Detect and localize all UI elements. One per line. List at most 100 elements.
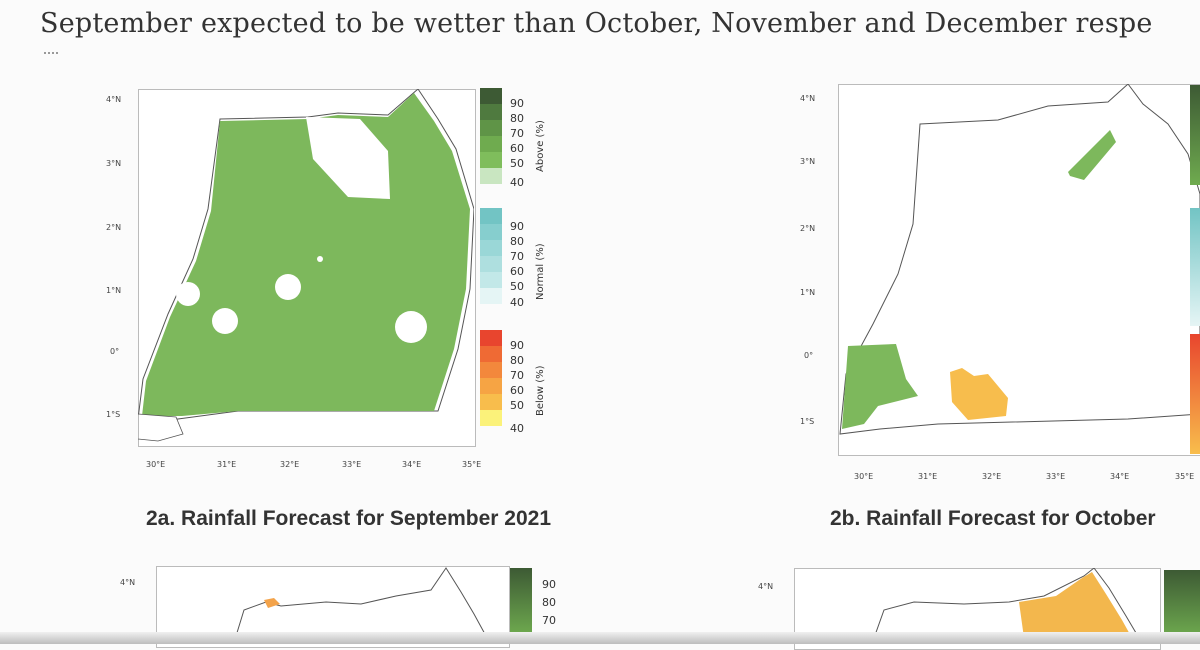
legend-level: 70 (510, 127, 524, 140)
legend-swatch (480, 104, 502, 120)
uganda-forecast-map (235, 567, 487, 636)
forecast-below-area (264, 598, 280, 608)
legend-level: 50 (510, 399, 524, 412)
viewer-bottom-edge (0, 632, 1200, 644)
legend-above-partial (1164, 570, 1200, 638)
forecast-below-area (1019, 572, 1132, 638)
legend-swatch (480, 88, 502, 104)
legend-above-partial (1190, 85, 1200, 185)
legend-swatch (480, 208, 502, 224)
document-text-line: September expected to be wetter than Oct… (40, 8, 1153, 39)
lon-tick: 33°E (1046, 472, 1066, 481)
legend-below-partial (1190, 334, 1200, 454)
rainfall-map-october: 4°N 3°N 2°N 1°N 0° 1°S 30°E 31°E 32°E 33… (790, 82, 1200, 482)
legend-level: 70 (510, 250, 524, 263)
lon-tick: 34°E (402, 460, 422, 469)
lake-region (138, 413, 184, 442)
legend-swatch (480, 240, 502, 256)
legend-level: 80 (510, 354, 524, 367)
legend-swatch (480, 288, 502, 304)
legend-swatch (480, 410, 502, 426)
legend-level: 90 (510, 339, 524, 352)
forecast-gap (395, 311, 427, 343)
uganda-outline (235, 567, 487, 636)
legend-level: 60 (510, 384, 524, 397)
lat-tick: 3°N (106, 159, 122, 168)
lon-tick: 30°E (854, 472, 874, 481)
legend-level: 50 (510, 280, 524, 293)
legend-swatch (480, 362, 502, 378)
uganda-forecast-map (138, 89, 474, 442)
forecast-gap (275, 274, 301, 300)
legend-level: 90 (510, 97, 524, 110)
lon-tick: 30°E (146, 460, 166, 469)
legend-title-below: Below (%) (535, 365, 546, 416)
legend-level: 70 (510, 369, 524, 382)
legend-normal: 90 80 70 60 50 40 Normal (%) (480, 208, 560, 318)
lon-tick: 31°E (217, 460, 237, 469)
forecast-above-area (1068, 130, 1116, 180)
map-caption: 2b. Rainfall Forecast for October (830, 507, 1156, 530)
lon-tick: 32°E (982, 472, 1002, 481)
legend-above: 90 80 70 60 50 40 Above (%) (480, 88, 560, 198)
lon-tick: 35°E (1175, 472, 1195, 481)
legend-swatch (480, 378, 502, 394)
forecast-gap (212, 308, 238, 334)
lon-tick: 32°E (280, 460, 300, 469)
legend-level: 40 (510, 176, 524, 189)
legend-level: 80 (510, 112, 524, 125)
legend-level: 80 (542, 596, 556, 609)
uganda-outline (839, 84, 1200, 435)
legend-level: 70 (542, 614, 556, 627)
lat-tick: 1°N (800, 288, 816, 297)
lat-tick: 0° (804, 351, 814, 360)
forecast-gap (317, 256, 323, 262)
legend-level: 90 (542, 578, 556, 591)
legend-swatch (480, 168, 502, 184)
legend-title-normal: Normal (%) (535, 243, 546, 300)
legend-normal-partial (1190, 208, 1200, 326)
legend-swatch (480, 136, 502, 152)
legend-swatch (480, 152, 502, 168)
lat-tick: 1°N (106, 286, 122, 295)
forecast-gap (176, 282, 200, 306)
legend-below: 90 80 70 60 50 40 Below (%) (480, 330, 560, 442)
legend-swatch (480, 256, 502, 272)
lat-tick: 2°N (800, 224, 816, 233)
lon-tick: 34°E (1110, 472, 1130, 481)
lat-tick: 1°S (106, 410, 121, 419)
page-mark (44, 52, 58, 60)
legend-level: 50 (510, 157, 524, 170)
lat-tick: 4°N (800, 94, 816, 103)
map-caption: 2a. Rainfall Forecast for September 2021 (146, 507, 551, 530)
legend-level: 60 (510, 142, 524, 155)
rainfall-map-september: 4°N 3°N 2°N 1°N 0° 1°S 30°E 31°E 32°E 33… (100, 85, 500, 475)
rainfall-map-partial: 4°N (750, 568, 1200, 650)
lat-tick: 4°N (106, 95, 122, 104)
forecast-above-area (142, 93, 470, 416)
lon-tick: 35°E (462, 460, 482, 469)
lat-tick: 1°S (800, 417, 815, 426)
lat-tick: 0° (110, 347, 120, 356)
forecast-below-area (950, 368, 1008, 420)
legend-swatch (480, 330, 502, 346)
lat-tick: 4°N (758, 582, 774, 591)
lat-tick: 2°N (106, 223, 122, 232)
lon-tick: 31°E (918, 472, 938, 481)
lon-tick: 33°E (342, 460, 362, 469)
forecast-above-area (842, 344, 918, 429)
legend-level: 90 (510, 220, 524, 233)
legend-swatch (480, 120, 502, 136)
legend-above-partial (510, 568, 532, 636)
legend-level: 40 (510, 296, 524, 309)
legend-level: 80 (510, 235, 524, 248)
legend-swatch (480, 224, 502, 240)
forecast-gap (306, 117, 390, 199)
legend-swatch (480, 272, 502, 288)
lat-tick: 4°N (120, 578, 136, 587)
uganda-forecast-map (839, 84, 1200, 435)
legend-swatch (480, 346, 502, 362)
uganda-outline (873, 568, 1140, 638)
lat-tick: 3°N (800, 157, 816, 166)
uganda-forecast-map (873, 568, 1140, 638)
